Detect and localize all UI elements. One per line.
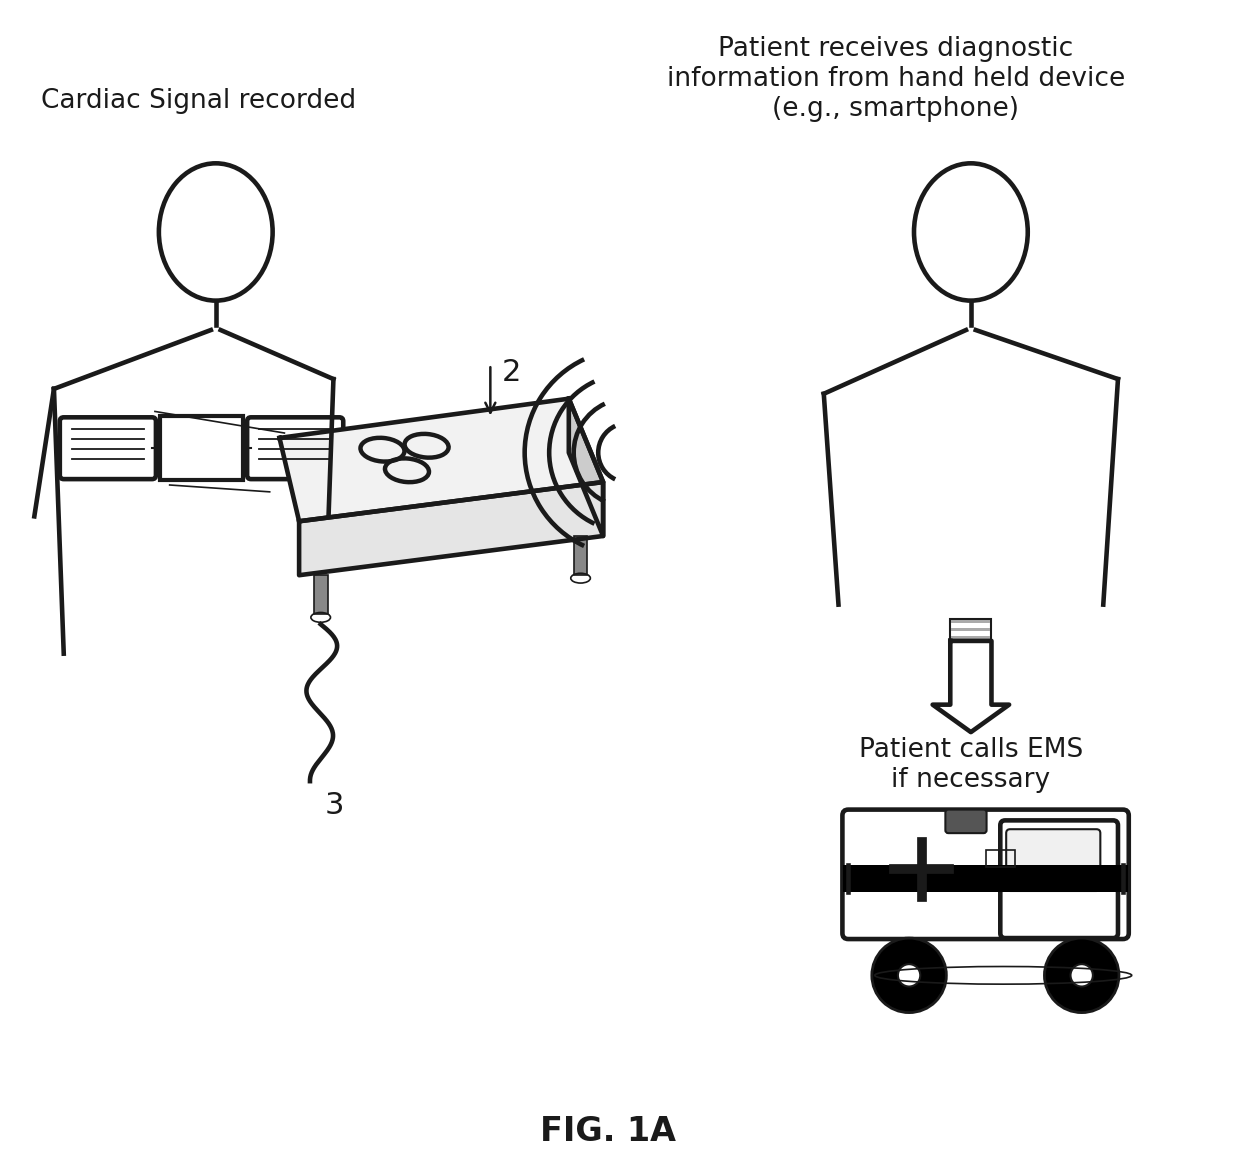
Text: 3: 3 [325,791,345,820]
FancyBboxPatch shape [1006,830,1100,891]
Polygon shape [299,482,603,575]
FancyBboxPatch shape [945,810,987,833]
FancyBboxPatch shape [247,417,343,479]
Bar [986,850,1016,867]
Bar [314,575,327,614]
Ellipse shape [1044,938,1118,1013]
Text: Patient receives diagnostic
information from hand held device
(e.g., smartphone): Patient receives diagnostic information … [667,36,1125,122]
Polygon shape [279,398,603,522]
Ellipse shape [1070,965,1092,987]
Bar [950,619,992,641]
Polygon shape [569,398,603,536]
Polygon shape [932,641,1009,732]
Ellipse shape [898,965,920,987]
Bar [951,628,991,631]
Bar [574,536,588,575]
Bar [951,636,991,639]
Text: 2: 2 [502,357,522,387]
Text: Patient calls EMS
if necessary: Patient calls EMS if necessary [859,737,1083,793]
Ellipse shape [872,938,946,1013]
FancyBboxPatch shape [1001,820,1118,938]
Bar [951,620,991,624]
Text: Cardiac Signal recorded: Cardiac Signal recorded [41,88,356,114]
FancyBboxPatch shape [60,417,156,479]
Text: FIG. 1A: FIG. 1A [541,1115,676,1147]
Bar [843,865,1128,892]
FancyBboxPatch shape [842,810,1128,939]
Bar [160,416,243,481]
